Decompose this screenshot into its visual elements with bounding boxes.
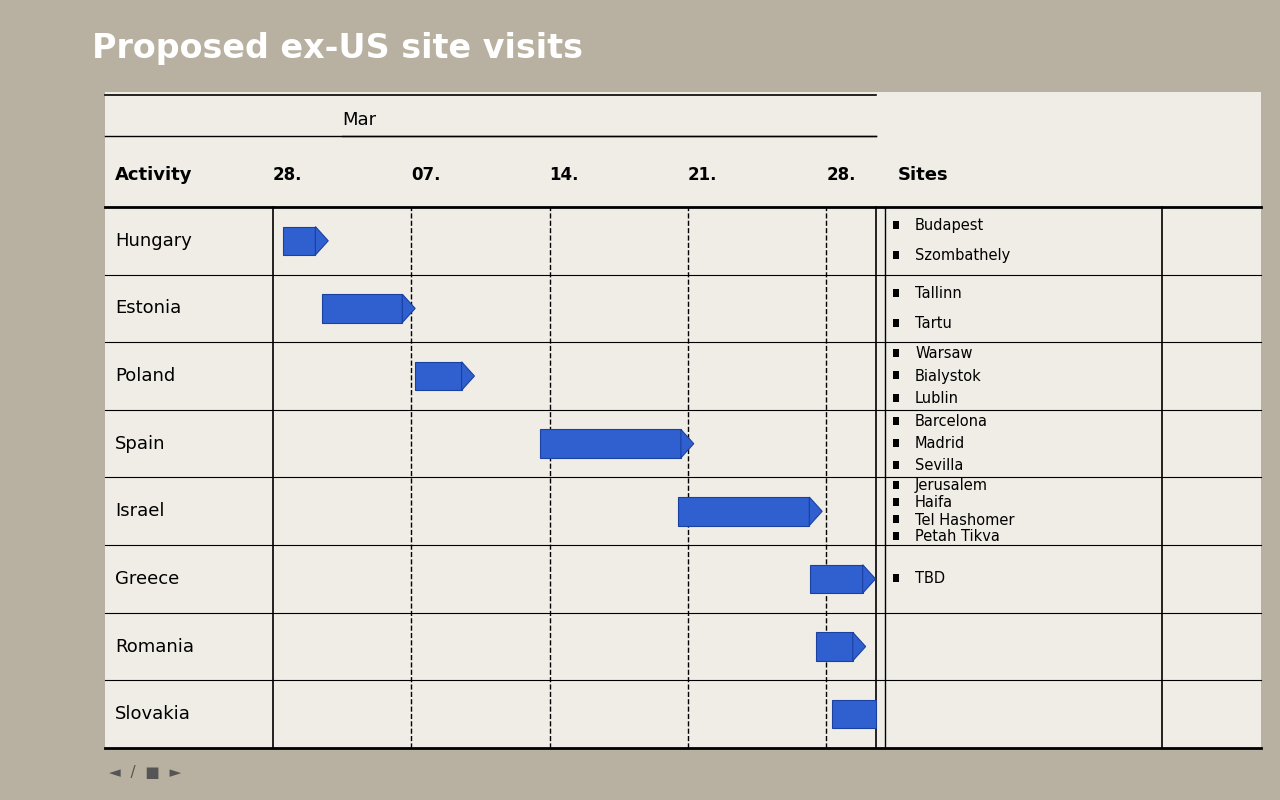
Text: Estonia: Estonia [115, 299, 180, 318]
Text: Sites: Sites [897, 166, 948, 183]
Bar [893, 481, 900, 489]
Text: Budapest: Budapest [915, 218, 984, 234]
Text: 14.: 14. [549, 166, 579, 183]
Text: Haifa: Haifa [915, 495, 954, 510]
Bar [540, 430, 681, 458]
Bar [893, 221, 900, 230]
Bar [893, 251, 900, 259]
Text: Bialystok: Bialystok [915, 369, 982, 383]
Text: Petah Tikva: Petah Tikva [915, 530, 1000, 545]
Text: Lublin: Lublin [915, 391, 959, 406]
Bar [893, 498, 900, 506]
Text: Poland: Poland [115, 367, 175, 385]
Text: Tartu: Tartu [915, 316, 952, 330]
Text: 07.: 07. [411, 166, 440, 183]
Polygon shape [315, 226, 328, 255]
Polygon shape [402, 294, 415, 322]
Polygon shape [462, 362, 475, 390]
Bar [893, 394, 900, 402]
Text: Israel: Israel [115, 502, 164, 520]
Bar [678, 497, 809, 526]
Text: Romania: Romania [115, 638, 193, 655]
Bar [832, 700, 876, 728]
Text: 21.: 21. [687, 166, 717, 183]
Bar [415, 362, 462, 390]
Bar [893, 574, 900, 582]
Text: TBD: TBD [915, 571, 945, 586]
Text: Tel Hashomer: Tel Hashomer [915, 513, 1015, 527]
Polygon shape [852, 632, 865, 661]
Bar [893, 318, 900, 326]
Bar [893, 462, 900, 470]
Text: Warsaw: Warsaw [915, 346, 973, 362]
Text: 28.: 28. [273, 166, 302, 183]
Text: Spain: Spain [115, 434, 165, 453]
Polygon shape [863, 565, 876, 593]
Text: Madrid: Madrid [915, 436, 965, 451]
Text: Jerusalem: Jerusalem [915, 478, 988, 493]
Text: Tallinn: Tallinn [915, 286, 961, 301]
Bar [817, 632, 852, 661]
Text: 28.: 28. [826, 166, 855, 183]
Bar [893, 439, 900, 447]
Bar [810, 565, 863, 593]
Bar [893, 349, 900, 357]
Text: Sevilla: Sevilla [915, 458, 964, 474]
Text: Activity: Activity [115, 166, 192, 183]
Text: Hungary: Hungary [115, 232, 192, 250]
Text: Mar: Mar [342, 111, 376, 130]
Bar [893, 515, 900, 523]
Bar [283, 226, 315, 255]
Text: Slovakia: Slovakia [115, 705, 191, 723]
Polygon shape [681, 430, 694, 458]
Text: Szombathely: Szombathely [915, 248, 1010, 263]
Bar [893, 371, 900, 379]
Text: Greece: Greece [115, 570, 179, 588]
Text: Proposed ex-US site visits: Proposed ex-US site visits [92, 32, 584, 66]
Polygon shape [809, 497, 822, 526]
Text: ◄  /  ■  ►: ◄ / ■ ► [109, 766, 180, 781]
Text: Barcelona: Barcelona [915, 414, 988, 429]
Bar [893, 532, 900, 540]
Bar [893, 417, 900, 425]
Bar [323, 294, 402, 322]
Bar [893, 289, 900, 297]
